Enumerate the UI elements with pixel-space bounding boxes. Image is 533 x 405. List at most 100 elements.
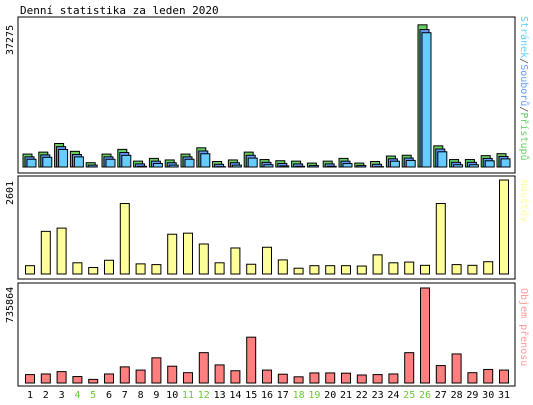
day-label-31: 31 xyxy=(498,390,510,401)
bar-Objem přenosu-11 xyxy=(183,372,193,384)
bar-Objem přenosu-17 xyxy=(277,373,288,384)
bar-Návštěv-1 xyxy=(25,265,35,275)
panel-traffic-frame xyxy=(17,282,516,387)
legend-entry-3: / xyxy=(518,106,529,112)
bar-Stránek-11 xyxy=(184,158,195,168)
bar-Návštěv-22 xyxy=(356,265,367,275)
bar-Objem přenosu-25 xyxy=(404,352,415,384)
bar-Návštěv-9 xyxy=(151,264,162,275)
bar-Návštěv-29 xyxy=(467,264,478,275)
bar-Objem přenosu-15 xyxy=(246,336,257,384)
bar-Návštěv-17 xyxy=(277,259,288,275)
x-axis-day-labels: 1 2 3 4 5 6 7 8 9 10 11 12 13 14 15 16 17 18 19 20 21 22 23 24 2… xyxy=(27,390,510,401)
bar-Objem přenosu-27 xyxy=(435,365,446,384)
bar-Návštěv-18 xyxy=(293,267,304,275)
bar-Stránek-31 xyxy=(500,158,511,168)
day-label-21: 21 xyxy=(340,390,352,401)
bar-Návštěv-23 xyxy=(372,254,383,275)
panel-hits-frame xyxy=(17,16,516,174)
panel-hits-bars xyxy=(22,24,511,168)
day-label-4: 4 xyxy=(74,390,80,401)
bar-Objem přenosu-8 xyxy=(135,369,146,384)
bar-Stránek-18 xyxy=(295,165,306,168)
day-label-6: 6 xyxy=(106,390,112,401)
day-label-22: 22 xyxy=(356,390,368,401)
bar-Návštěv-4 xyxy=(72,262,83,275)
panel-visits-ymax-label: 2601 xyxy=(5,181,16,205)
day-label-30: 30 xyxy=(482,390,494,401)
day-label-5: 5 xyxy=(90,390,96,401)
bar-Objem přenosu-2 xyxy=(40,373,51,384)
day-label-8: 8 xyxy=(138,390,144,401)
panel-visits-bars xyxy=(25,179,509,275)
bar-Objem přenosu-31 xyxy=(499,369,509,384)
day-label-27: 27 xyxy=(435,390,447,401)
bar-Objem přenosu-1 xyxy=(25,374,35,384)
bar-Objem přenosu-29 xyxy=(467,372,478,384)
bar-Objem přenosu-18 xyxy=(293,376,304,384)
bar-Objem přenosu-21 xyxy=(341,372,351,384)
bar-Návštěv-21 xyxy=(341,265,351,275)
bar-Návštěv-28 xyxy=(451,264,462,275)
bar-Stránek-25 xyxy=(405,159,416,168)
panel-traffic-legend: Objem přenosu xyxy=(518,288,530,366)
bar-Objem přenosu-12 xyxy=(198,352,209,384)
day-label-20: 20 xyxy=(324,390,336,401)
day-label-3: 3 xyxy=(59,390,65,401)
bar-Návštěv-6 xyxy=(104,259,114,275)
bar-Návštěv-8 xyxy=(135,263,146,275)
bar-Stránek-7 xyxy=(121,154,132,168)
bar-Návštěv-10 xyxy=(167,233,178,275)
panel-traffic-ymax-label: 735864 xyxy=(5,287,16,323)
bar-Objem přenosu-24 xyxy=(388,373,399,384)
bar-Souborů-5 xyxy=(87,164,98,168)
day-label-1: 1 xyxy=(27,390,33,401)
panel-hits-legend: Stránek/Souborů/Přístupů xyxy=(518,16,530,161)
panel-hits-ymax-label: 37275 xyxy=(5,25,16,55)
bar-Stránek-15 xyxy=(247,157,258,168)
bar-Objem přenosu-26 xyxy=(420,287,430,384)
bar-Návštěv-20 xyxy=(325,265,336,275)
bar-Objem přenosu-6 xyxy=(104,373,114,384)
chart-title: Denní statistika za leden 2020 xyxy=(20,4,219,17)
bar-Návštěv-2 xyxy=(40,230,51,275)
bar-Návštěv-26 xyxy=(420,264,430,275)
bar-Souborů-22 xyxy=(356,164,367,168)
bar-Stránek-6 xyxy=(105,158,116,168)
day-label-13: 13 xyxy=(214,390,226,401)
bar-Návštěv-7 xyxy=(119,203,130,275)
legend-entry-0: Objem přenosu xyxy=(518,288,530,366)
bar-Objem přenosu-13 xyxy=(214,364,225,384)
bar-Stránek-30 xyxy=(484,160,495,168)
day-label-28: 28 xyxy=(451,390,463,401)
bar-Stránek-2 xyxy=(42,156,53,168)
bar-Objem přenosu-10 xyxy=(167,365,178,384)
bar-Objem přenosu-3 xyxy=(56,371,67,384)
bar-Stránek-27 xyxy=(437,151,448,168)
day-label-9: 9 xyxy=(153,390,159,401)
bar-Stránek-3 xyxy=(58,148,69,168)
day-label-17: 17 xyxy=(277,390,289,401)
day-label-25: 25 xyxy=(403,390,415,401)
bar-Objem přenosu-28 xyxy=(451,353,462,384)
bar-Stránek-4 xyxy=(73,156,84,168)
bar-Návštěv-14 xyxy=(230,247,241,275)
bar-Objem přenosu-16 xyxy=(262,369,272,384)
legend-entry-2: Souborů xyxy=(518,64,530,106)
bar-Stránek-16 xyxy=(263,164,274,168)
day-label-2: 2 xyxy=(43,390,49,401)
bar-Stránek-24 xyxy=(389,160,400,168)
day-label-15: 15 xyxy=(245,390,257,401)
bar-Objem přenosu-22 xyxy=(356,374,367,384)
bar-Návštěv-30 xyxy=(483,261,494,275)
bar-Stránek-21 xyxy=(342,163,353,168)
panel-visits-legend: Návštěv xyxy=(518,180,530,222)
day-label-24: 24 xyxy=(387,390,399,401)
bar-Stránek-14 xyxy=(231,164,242,168)
legend-entry-1: / xyxy=(518,58,529,64)
bar-Návštěv-15 xyxy=(246,263,257,275)
day-label-18: 18 xyxy=(293,390,305,401)
bar-Souborů-19 xyxy=(308,164,319,168)
day-label-29: 29 xyxy=(466,390,478,401)
legend-entry-0: Návštěv xyxy=(518,180,530,222)
